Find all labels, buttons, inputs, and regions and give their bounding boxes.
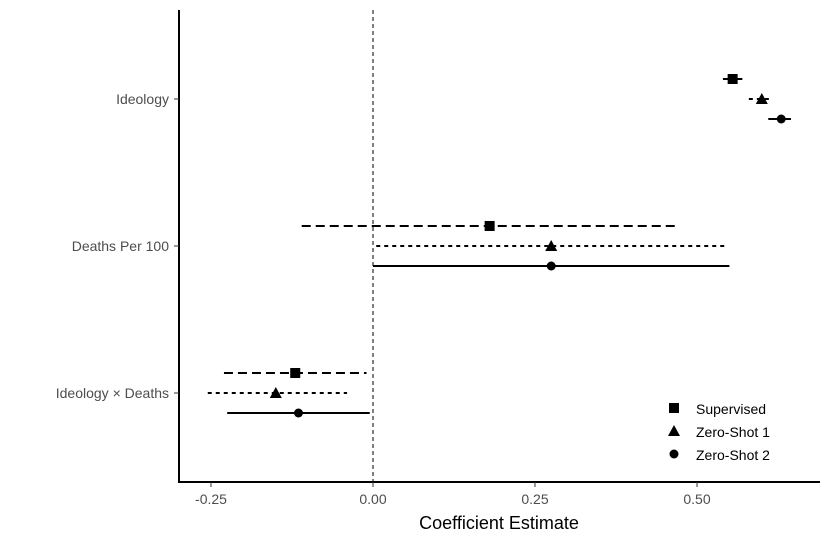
legend-label-zero-shot-1: Zero-Shot 1 bbox=[696, 424, 770, 440]
x-tick-label: 0.00 bbox=[359, 491, 386, 507]
tick-labels: -0.25 0.00 0.25 0.50 Ideology Deaths Per 100 I… bbox=[56, 91, 711, 507]
point-zero-shot-1-ideology-deaths bbox=[269, 387, 282, 398]
series-zero-shot-2 bbox=[227, 114, 791, 418]
point-supervised-deaths-per-100 bbox=[484, 221, 495, 231]
legend-key-supervised bbox=[669, 403, 679, 413]
point-zero-shot-2-ideology-deaths bbox=[293, 408, 303, 418]
point-zero-shot-2-deaths-per-100 bbox=[546, 261, 556, 271]
x-tick-label: -0.25 bbox=[195, 491, 227, 507]
series-marks bbox=[207, 74, 791, 418]
y-tick-label-ideology-deaths: Ideology × Deaths bbox=[56, 385, 169, 401]
legend-label-supervised: Supervised bbox=[696, 401, 766, 417]
point-supervised-ideology bbox=[727, 74, 738, 84]
x-tick-label: 0.25 bbox=[521, 491, 548, 507]
legend-label-zero-shot-2: Zero-Shot 2 bbox=[696, 447, 770, 463]
point-supervised-ideology-deaths bbox=[290, 368, 301, 378]
x-axis-title: Coefficient Estimate bbox=[419, 513, 579, 533]
series-zero-shot-1 bbox=[207, 93, 772, 398]
point-zero-shot-2-ideology bbox=[776, 114, 786, 124]
legend-key-zero-shot-1 bbox=[668, 425, 680, 436]
legend-key-zero-shot-2 bbox=[669, 449, 679, 459]
point-zero-shot-1-deaths-per-100 bbox=[545, 240, 558, 251]
y-tick-label-deaths-per-100: Deaths Per 100 bbox=[72, 238, 169, 254]
axes bbox=[174, 10, 820, 487]
series-supervised bbox=[223, 74, 743, 378]
y-tick-label-ideology: Ideology bbox=[116, 91, 169, 107]
x-tick-label: 0.50 bbox=[683, 491, 710, 507]
legend: Supervised Zero-Shot 1 Zero-Shot 2 bbox=[668, 401, 770, 463]
point-zero-shot-1-ideology bbox=[755, 93, 768, 104]
